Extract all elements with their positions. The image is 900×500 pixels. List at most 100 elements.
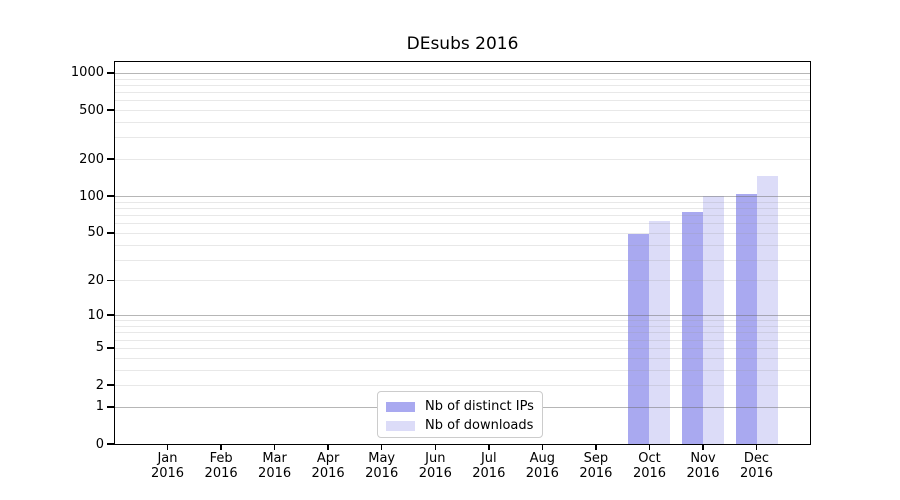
month-label: Nov	[690, 451, 716, 466]
y-tick-label: 100	[79, 188, 104, 204]
x-tick-label: Jan 2016	[140, 451, 196, 481]
x-tick-label: Mar 2016	[247, 451, 303, 481]
legend-swatch-downloads	[386, 420, 415, 431]
gridline-minor	[115, 332, 810, 334]
month-label: Jan	[157, 451, 178, 466]
x-tick-mark	[220, 444, 222, 450]
month-label: Jun	[425, 451, 446, 466]
gridline-minor	[115, 215, 810, 216]
legend-entry-distinct-ips: Nb of distinct IPs	[386, 397, 542, 416]
x-tick-mark	[755, 444, 758, 450]
year-label: 2016	[418, 466, 452, 481]
bar-downloads	[756, 175, 778, 444]
gridline-minor	[115, 207, 810, 209]
plot-area	[115, 62, 810, 444]
bar-distinct-ips	[628, 233, 650, 444]
month-label: Feb	[209, 451, 233, 466]
month-label: Apr	[316, 451, 340, 466]
gridline-minor	[115, 339, 810, 341]
y-tick-mark	[107, 314, 115, 316]
x-tick-label: Dec 2016	[729, 451, 785, 481]
gridline-minor	[115, 259, 810, 261]
month-label: May	[368, 451, 396, 466]
y-tick-mark	[107, 279, 115, 282]
gridline-minor	[115, 122, 810, 123]
gridline-major	[115, 315, 810, 317]
gridline-minor	[115, 320, 810, 322]
x-tick-mark	[273, 444, 276, 450]
year-label: 2016	[365, 466, 399, 481]
year-label: 2016	[632, 466, 667, 481]
gridline-minor	[115, 326, 810, 327]
gridline-minor	[115, 78, 810, 80]
x-tick-label: Sep 2016	[568, 451, 624, 481]
gridline-minor	[115, 84, 810, 86]
gridline-minor	[115, 100, 810, 102]
x-tick-mark	[380, 444, 383, 450]
y-tick-mark	[107, 72, 115, 74]
x-tick-label: Jul 2016	[461, 451, 517, 481]
legend-label-downloads: Nb of downloads	[425, 418, 534, 433]
gridline-minor	[115, 357, 810, 359]
gridline-minor	[115, 385, 810, 386]
chart-title: DEsubs 2016	[406, 34, 519, 54]
x-tick-label: Feb 2016	[193, 451, 249, 481]
gridline-minor	[115, 347, 810, 349]
x-tick-label: Aug 2016	[514, 451, 570, 481]
y-tick-label: 500	[79, 102, 104, 118]
y-tick-mark	[107, 109, 115, 111]
month-label: Sep	[583, 451, 609, 466]
legend: Nb of distinct IPs Nb of downloads	[377, 391, 543, 438]
legend-label-distinct-ips: Nb of distinct IPs	[425, 399, 534, 414]
y-tick-mark	[107, 158, 115, 160]
bar-distinct-ips	[735, 193, 757, 444]
legend-entry-downloads: Nb of downloads	[386, 416, 542, 435]
y-tick-label: 50	[87, 225, 104, 241]
bar-downloads	[703, 196, 724, 444]
y-tick-mark	[107, 195, 115, 197]
gridline-minor	[115, 244, 810, 246]
month-label: Oct	[638, 451, 661, 466]
y-tick-label: 0	[95, 436, 104, 452]
x-tick-label: Nov 2016	[675, 451, 731, 481]
y-tick-mark	[107, 443, 115, 445]
year-label: 2016	[525, 466, 559, 481]
month-label: Dec	[743, 451, 770, 466]
year-label: 2016	[204, 466, 238, 481]
gridline-minor	[115, 232, 810, 234]
y-tick-label: 5	[95, 340, 104, 356]
gridline-minor	[115, 137, 810, 139]
year-label: 2016	[739, 466, 774, 481]
year-label: 2016	[579, 466, 613, 481]
month-label: Jul	[480, 451, 497, 466]
x-tick-mark	[541, 444, 544, 450]
gridline-minor	[115, 201, 810, 203]
y-tick-label: 200	[79, 151, 104, 167]
gridline-minor	[115, 280, 810, 282]
x-tick-mark	[702, 444, 704, 450]
year-label: 2016	[311, 466, 345, 481]
gridline-major	[115, 72, 810, 74]
y-tick-mark	[107, 384, 115, 386]
x-tick-mark	[434, 444, 436, 450]
x-tick-label: May 2016	[354, 451, 410, 481]
y-tick-label: 2	[95, 377, 104, 393]
y-tick-mark	[107, 347, 115, 349]
x-tick-mark	[595, 444, 597, 450]
x-tick-label: Jun 2016	[407, 451, 463, 481]
x-tick-label: Apr 2016	[300, 451, 356, 481]
year-label: 2016	[258, 466, 292, 481]
gridline-major	[115, 196, 810, 198]
month-label: Mar	[262, 451, 287, 466]
y-tick-label: 1	[95, 399, 104, 415]
year-label: 2016	[472, 466, 506, 481]
y-tick-label: 20	[87, 272, 104, 288]
x-tick-mark	[488, 444, 490, 450]
gridline-minor	[115, 110, 810, 111]
year-label: 2016	[686, 466, 720, 481]
y-tick-mark	[107, 406, 115, 408]
x-tick-mark	[648, 444, 651, 450]
gridline-minor	[115, 369, 810, 371]
x-tick-label: Oct 2016	[622, 451, 678, 481]
